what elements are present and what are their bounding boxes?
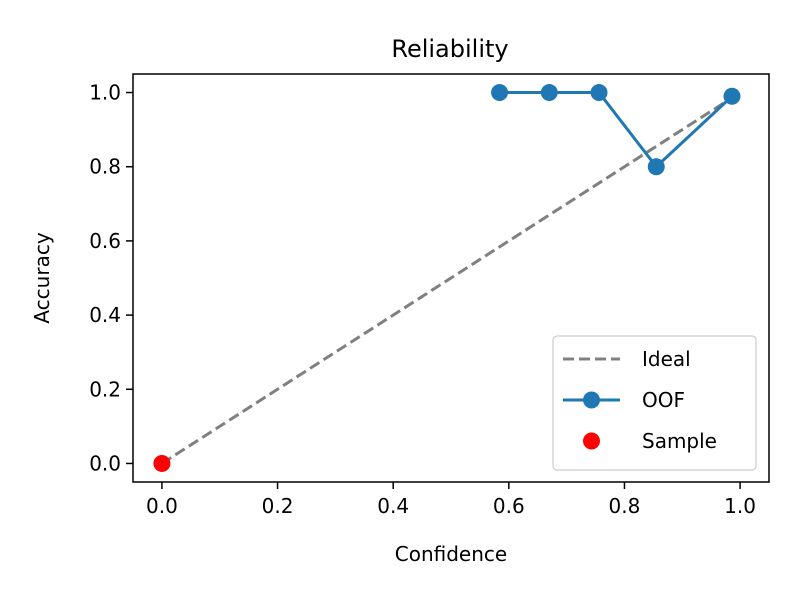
- y-axis-ticks: 0.0 0.2 0.4 0.6 0.8 1.0: [89, 81, 133, 475]
- x-tick-label: 1.0: [724, 494, 756, 518]
- y-tick-label: 0.4: [89, 303, 121, 327]
- oof-point: [540, 84, 558, 102]
- x-axis-ticks: 0.0 0.2 0.4 0.6 0.8 1.0: [146, 482, 756, 518]
- x-tick-label: 0.0: [146, 494, 178, 518]
- y-tick-label: 0.0: [89, 451, 121, 475]
- y-tick-label: 1.0: [89, 81, 121, 105]
- legend-sample-marker: [583, 432, 600, 450]
- legend-box: [552, 335, 757, 471]
- plot-frame: [132, 73, 770, 483]
- legend-oof-label: OOF: [642, 388, 685, 412]
- chart-title: Reliability: [391, 35, 508, 63]
- oof-point: [590, 84, 608, 102]
- y-tick-label: 0.2: [89, 377, 121, 401]
- plot-area: [153, 84, 741, 472]
- x-tick-label: 0.6: [493, 494, 525, 518]
- oof-point: [647, 158, 665, 176]
- y-tick-label: 0.8: [89, 155, 121, 179]
- x-tick-label: 0.8: [609, 494, 641, 518]
- x-axis-title: Confidence: [395, 542, 507, 566]
- legend-sample-label: Sample: [642, 429, 717, 453]
- oof-point: [723, 87, 741, 105]
- x-tick-label: 0.2: [262, 494, 294, 518]
- oof-point: [491, 84, 509, 102]
- ideal-line: [161, 94, 736, 465]
- y-tick-label: 0.6: [89, 229, 121, 253]
- legend-ideal-label: Ideal: [642, 347, 691, 371]
- sample-point: [153, 454, 171, 472]
- x-tick-label: 0.4: [377, 494, 409, 518]
- legend: Ideal OOF Sample: [552, 335, 757, 471]
- y-axis-title: Accuracy: [30, 232, 54, 323]
- legend-oof-marker: [583, 391, 600, 409]
